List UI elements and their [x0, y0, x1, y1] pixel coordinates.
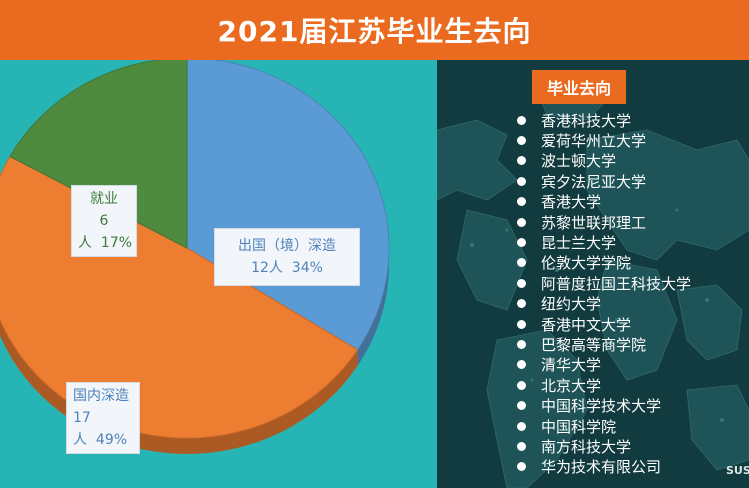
bullet-icon — [517, 380, 526, 390]
bullet-icon — [517, 462, 526, 472]
destination-name: 波士顿大学 — [541, 152, 617, 171]
bullet-icon — [517, 217, 526, 227]
slice-label-overseas-count: 12人 — [251, 260, 283, 276]
bullet-icon — [517, 197, 526, 207]
destination-name: 香港中文大学 — [541, 315, 632, 334]
destinations-list: 香港科技大学 爱荷华州立大学 波士顿大学 宾夕法尼亚大学 香港大学 苏黎世联邦理工 昆士兰大… — [517, 110, 691, 477]
destination-name: 纽约大学 — [541, 295, 602, 314]
destination-item: 阿普度拉国王科技大学 — [517, 273, 691, 293]
destination-item: 中国科学院 — [517, 416, 691, 436]
destination-item: 香港科技大学 — [517, 110, 691, 130]
bullet-icon — [517, 176, 526, 186]
destination-name: 爱荷华州立大学 — [541, 132, 647, 151]
destination-name: 中国科学技术大学 — [541, 397, 662, 416]
bullet-icon — [517, 421, 526, 431]
slice-label-employment-count: 6人 — [78, 213, 109, 251]
slice-label-domestic-percent: 49% — [95, 432, 128, 448]
pie-slice-2 — [9, 60, 188, 249]
destination-name: 香港大学 — [541, 193, 602, 212]
destination-name: 南方科技大学 — [541, 437, 632, 456]
destination-item: 清华大学 — [517, 355, 691, 375]
destination-name: 伦敦大学学院 — [541, 254, 632, 273]
bullet-icon — [517, 115, 526, 125]
destination-name: 巴黎高等商学院 — [541, 336, 647, 354]
slice-label-overseas-study: 出国（境）深造 12人 34% — [214, 228, 360, 286]
slice-label-employment-name: 就业 — [90, 191, 118, 207]
destination-item: 华为技术有限公司 — [517, 457, 691, 477]
bullet-icon — [517, 136, 526, 146]
destination-item: 香港大学 — [517, 192, 691, 212]
bullet-icon — [517, 319, 526, 329]
destination-item: 爱荷华州立大学 — [517, 130, 691, 150]
destination-item: 纽约大学 — [517, 294, 691, 314]
slice-label-employment-percent: 17% — [100, 235, 133, 251]
page-header: 2021届江苏毕业生去向 — [0, 0, 749, 60]
bullet-icon — [517, 299, 526, 309]
destination-item: 南方科技大学 — [517, 436, 691, 456]
bullet-icon — [517, 238, 526, 248]
slice-label-domestic-count: 17人 — [73, 410, 91, 448]
bullet-icon — [517, 401, 526, 411]
destination-name: 香港科技大学 — [541, 111, 632, 130]
destinations-title: 毕业去向 — [532, 70, 626, 104]
slice-label-overseas-percent: 34% — [291, 260, 323, 276]
destination-name: 阿普度拉国王科技大学 — [541, 274, 692, 293]
destination-item: 巴黎高等商学院 — [517, 334, 691, 354]
bullet-icon — [517, 156, 526, 166]
pie-chart-panel: 就业 6人 17% 出国（境）深造 12人 34% 国内深造 17人 49% — [0, 60, 437, 488]
page-title: 2021届江苏毕业生去向 — [217, 15, 532, 48]
destination-item: 昆士兰大学 — [517, 232, 691, 252]
destination-name: 华为技术有限公司 — [541, 458, 662, 477]
destination-name: 北京大学 — [541, 376, 602, 395]
destination-item: 香港中文大学 — [517, 314, 691, 334]
bullet-icon — [517, 278, 526, 288]
destination-name: 清华大学 — [541, 356, 602, 375]
bullet-icon — [517, 258, 526, 268]
pie-slice-side-0 — [357, 248, 389, 366]
slice-label-overseas-name: 出国（境）深造 — [238, 238, 336, 254]
destination-item: 宾夕法尼亚大学 — [517, 171, 691, 191]
slice-label-domestic-study: 国内深造 17人 49% — [66, 382, 140, 454]
bullet-icon — [517, 339, 526, 349]
bullet-icon — [517, 360, 526, 370]
destination-item: 伦敦大学学院 — [517, 253, 691, 273]
destination-item: 中国科学技术大学 — [517, 395, 691, 415]
destination-item: 波士顿大学 — [517, 151, 691, 171]
watermark-text: SUST — [726, 464, 749, 477]
world-map-background — [437, 79, 749, 488]
slice-label-employment: 就业 6人 17% — [71, 185, 137, 257]
destination-item: 北京大学 — [517, 375, 691, 395]
destination-item: 苏黎世联邦理工 — [517, 212, 691, 232]
bullet-icon — [517, 441, 526, 451]
slice-label-domestic-name: 国内深造 — [73, 388, 129, 404]
destination-name: 宾夕法尼亚大学 — [541, 172, 647, 191]
destination-name: 中国科学院 — [541, 417, 617, 436]
destination-name: 昆士兰大学 — [541, 234, 617, 253]
destination-name: 苏黎世联邦理工 — [541, 213, 647, 232]
destinations-panel: 毕业去向 香港科技大学 爱荷华州立大学 波士顿大学 宾夕法尼亚大学 香港大学 苏黎世联邦理… — [437, 60, 749, 488]
